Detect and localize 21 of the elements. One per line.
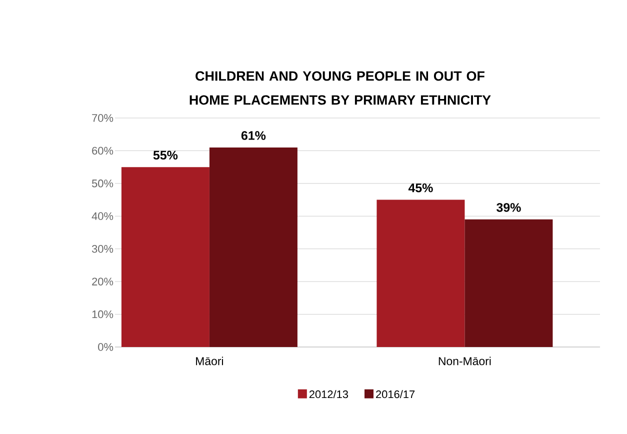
data-label: 61%: [241, 131, 266, 140]
x-tick-label: Māori: [196, 356, 223, 366]
y-tick-label: 10%: [92, 310, 114, 318]
legend-label: 2016/17: [376, 390, 415, 398]
x-tick-label: Non-Māori: [438, 356, 491, 366]
y-tick-label: 60%: [92, 146, 114, 155]
bar: [209, 147, 298, 347]
legend-label: 2012/13: [309, 390, 348, 398]
bar: [376, 200, 465, 347]
data-label: 55%: [153, 150, 178, 160]
y-tick-label: 50%: [92, 180, 114, 188]
bar: [121, 167, 210, 347]
chart-title: CHILDREN AND YOUNG PEOPLE IN OUT OF HOME PLACEMENTS BY PRIMARY ETHNICITY: [190, 71, 491, 105]
y-tick-label: 40%: [92, 212, 114, 220]
y-tick-label: 20%: [92, 278, 114, 286]
y-tick-label: 70%: [92, 114, 114, 122]
bar: [464, 219, 553, 347]
y-tick-label: 0%: [98, 343, 114, 351]
data-label: 45%: [408, 183, 433, 192]
data-label: 39%: [496, 203, 521, 212]
y-tick-label: 30%: [92, 244, 114, 253]
